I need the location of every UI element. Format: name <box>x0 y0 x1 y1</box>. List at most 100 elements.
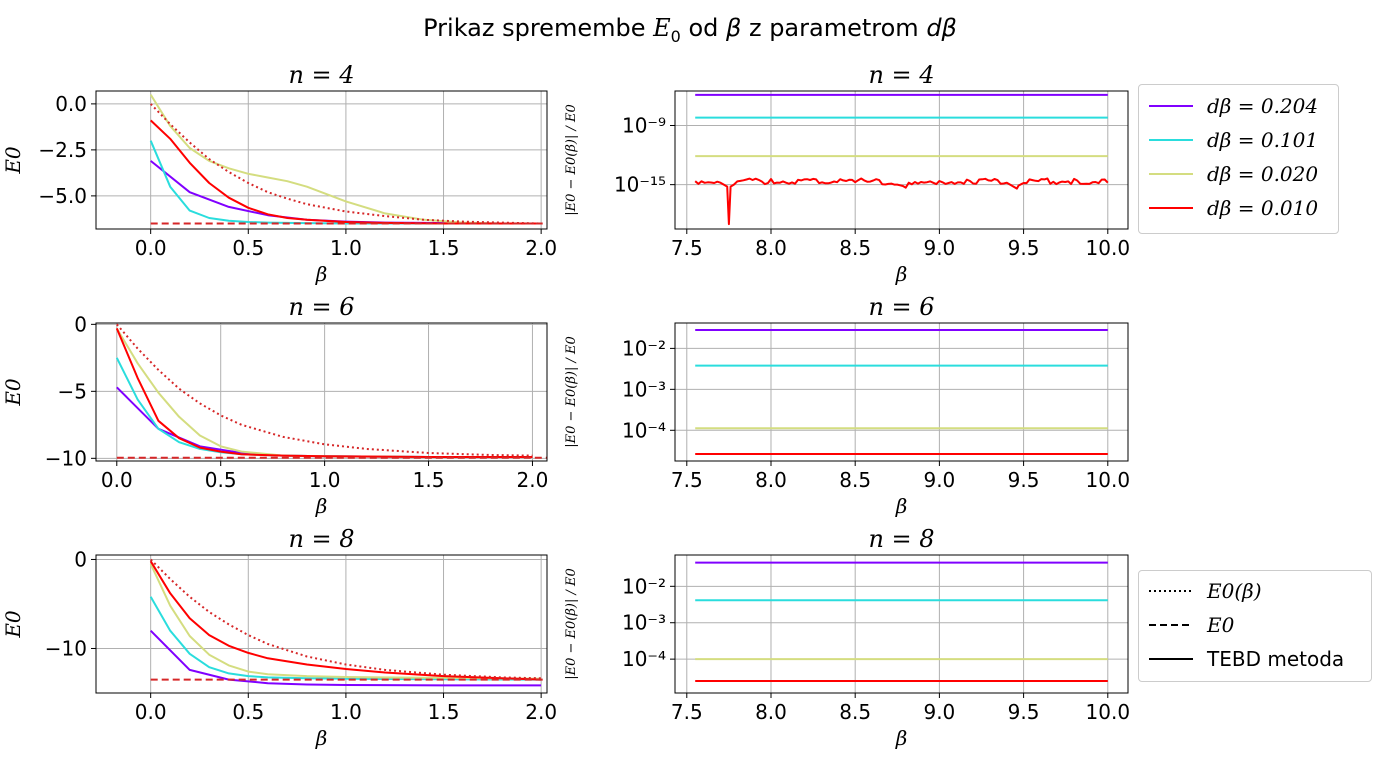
subplot-title: n = 4 <box>288 61 354 89</box>
legend-swatch <box>1149 173 1193 175</box>
x-tick-label: 10.0 <box>1086 236 1131 260</box>
x-tick-label: 9.0 <box>923 236 955 260</box>
x-tick-label: 10.0 <box>1086 468 1131 492</box>
legend-swatch <box>1149 105 1193 107</box>
x-tick-label: 7.5 <box>671 468 703 492</box>
x-axis-label: β <box>895 726 908 750</box>
x-tick-label: 2.0 <box>525 700 557 724</box>
legend-label: dβ = 0.020 <box>1207 162 1319 186</box>
legend-linestyle: E0(β) E0 TEBD metoda <box>1138 570 1372 682</box>
x-axis-label: β <box>315 726 328 750</box>
legend-label: dβ = 0.101 <box>1207 128 1319 152</box>
legend-entry-ground-energy: E0 <box>1149 610 1234 640</box>
legend-entry-dbeta-0101: dβ = 0.101 <box>1149 125 1318 155</box>
legend-label: dβ = 0.204 <box>1207 94 1319 118</box>
series-line-d-0-010 <box>149 560 542 681</box>
y-tick-label: 0 <box>74 312 87 336</box>
series-line-e0- <box>116 323 533 457</box>
legend-swatch <box>1149 207 1193 209</box>
axes-frame <box>674 90 1129 230</box>
legend-label: TEBD metoda <box>1207 647 1345 671</box>
x-tick-label: 1.0 <box>330 700 362 724</box>
subplot-right-n4: 7.5 8.0 8.5 9.0 9.5 10.0 10⁻⁹ 10⁻¹⁵ n = 4 β |E0 − … <box>564 61 1130 286</box>
legend-swatch <box>1149 139 1193 141</box>
y-axis-label: |E0 − E0(β)| / E0 <box>564 568 579 680</box>
y-tick-label: 10⁻² <box>622 574 666 598</box>
series-group <box>149 94 547 225</box>
y-axis-label: E0 <box>1 146 25 175</box>
series-group <box>149 558 547 687</box>
legend-label: dβ = 0.010 <box>1207 196 1319 220</box>
subplot-title: n = 8 <box>288 525 354 553</box>
y-tick-label: 10⁻⁹ <box>622 114 666 138</box>
series-line-d-0-010 <box>694 177 1109 226</box>
legend-entry-dbeta-0010: dβ = 0.010 <box>1149 193 1318 223</box>
y-tick-label: 10⁻⁴ <box>622 647 666 671</box>
legend-entry-dbeta-0204: dβ = 0.204 <box>1149 91 1318 121</box>
subplot-title: n = 8 <box>868 525 934 553</box>
y-tick-label: 10⁻¹⁵ <box>614 173 666 197</box>
legend-dbeta: dβ = 0.204 dβ = 0.101 dβ = 0.020 dβ = 0.… <box>1138 84 1339 234</box>
y-axis-label: E0 <box>1 610 25 639</box>
x-tick-label: 2.0 <box>525 236 557 260</box>
x-tick-label: 9.0 <box>923 468 955 492</box>
legend-swatch <box>1149 624 1193 626</box>
series-group <box>695 561 1108 682</box>
x-tick-label: 1.0 <box>330 236 362 260</box>
x-tick-label: 0.0 <box>101 468 133 492</box>
series-line-d-0-204 <box>149 629 542 687</box>
series-line-d-0-020 <box>149 94 542 225</box>
x-tick-label: 9.0 <box>923 700 955 724</box>
series-group <box>695 329 1108 455</box>
x-tick-label: 0.0 <box>135 700 167 724</box>
series-group <box>115 323 547 459</box>
x-tick-label: 0.5 <box>232 236 264 260</box>
axes-frame <box>95 554 548 694</box>
series-line-d-0-010 <box>115 328 533 458</box>
subplot-grid: 0.0 0.5 1.0 1.5 2.0 0.0 −2.5 −5.0 n = 4 β E0 7.5 8.0… <box>1 61 1130 750</box>
x-tick-label: 0.5 <box>232 700 264 724</box>
y-tick-label: 10⁻⁴ <box>622 418 666 442</box>
y-tick-label: 10⁻³ <box>622 611 666 635</box>
series-line-d-0-101 <box>149 596 542 681</box>
y-axis-label: |E0 − E0(β)| / E0 <box>564 336 579 448</box>
y-tick-label: −2.5 <box>38 138 87 162</box>
x-tick-label: 9.5 <box>1008 236 1040 260</box>
x-tick-label: 1.5 <box>428 236 460 260</box>
y-tick-label: −5 <box>58 379 87 403</box>
x-tick-label: 1.5 <box>413 468 445 492</box>
subplot-title: n = 6 <box>288 293 354 321</box>
y-axis-label: E0 <box>1 378 25 407</box>
x-axis-label: β <box>315 262 328 286</box>
subplot-left-n8: 0.0 0.5 1.0 1.5 2.0 0 −10 n = 8 β E0 <box>1 525 557 750</box>
legend-entry-exact-energy: E0(β) <box>1149 576 1262 606</box>
legend-entry-dbeta-0020: dβ = 0.020 <box>1149 159 1318 189</box>
x-tick-label: 9.5 <box>1008 468 1040 492</box>
x-tick-label: 1.0 <box>309 468 341 492</box>
legend-swatch <box>1149 658 1193 660</box>
axes-frame <box>674 554 1129 694</box>
legend-swatch <box>1149 590 1193 592</box>
legend-entry-tebd: TEBD metoda <box>1149 644 1344 674</box>
legend-label: E0 <box>1207 613 1235 637</box>
axes-frame <box>95 90 548 230</box>
series-group <box>694 93 1109 226</box>
x-axis-label: β <box>895 262 908 286</box>
x-tick-label: 0.0 <box>135 236 167 260</box>
x-tick-label: 7.5 <box>671 236 703 260</box>
x-tick-label: 8.5 <box>839 468 871 492</box>
x-axis-label: β <box>895 494 908 518</box>
subplot-left-n6: 0.0 0.5 1.0 1.5 2.0 0 −5 −10 n = 6 β E0 <box>1 293 548 518</box>
y-tick-label: 10⁻² <box>622 336 666 360</box>
x-tick-label: 8.5 <box>839 700 871 724</box>
y-tick-label: −5.0 <box>38 184 87 208</box>
x-tick-label: 0.5 <box>205 468 237 492</box>
x-tick-label: 7.5 <box>671 700 703 724</box>
y-tick-label: 0.0 <box>55 92 87 116</box>
series-line-e0- <box>149 558 542 680</box>
subplot-title: n = 4 <box>868 61 934 89</box>
axes-frame <box>95 322 548 462</box>
y-axis-label: |E0 − E0(β)| / E0 <box>564 104 579 216</box>
figure-title: Prikaz spremembe E0 od β z parametrom dβ <box>423 14 957 46</box>
